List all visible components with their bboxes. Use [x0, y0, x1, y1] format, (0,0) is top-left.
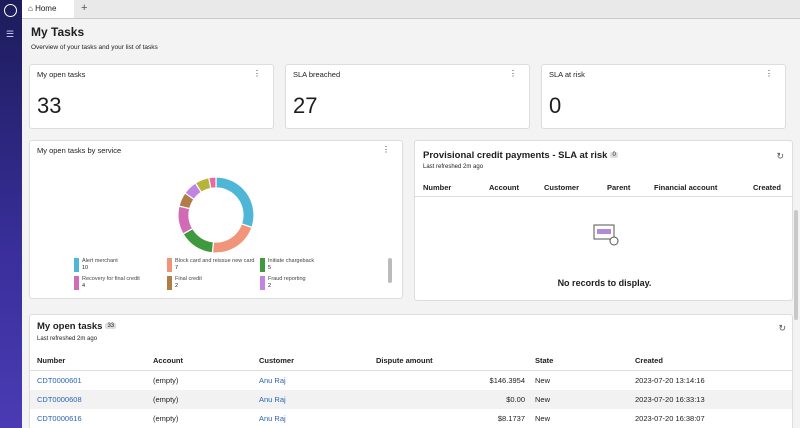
- legend-swatch: [260, 258, 265, 272]
- title-text: Provisional credit payments - SLA at ris…: [423, 150, 608, 161]
- column-header[interactable]: Financial account: [654, 183, 718, 192]
- menu-icon[interactable]: ☰: [6, 29, 15, 39]
- legend-label: Recovery for final credit: [82, 276, 140, 282]
- table-cell: New: [535, 414, 551, 423]
- stat-value: 33: [37, 93, 62, 118]
- legend-value: 5: [268, 265, 272, 271]
- link-cell[interactable]: Anu Raj: [259, 414, 286, 423]
- stat-value: 27: [293, 93, 318, 118]
- link-cell[interactable]: CDT0000601: [37, 376, 82, 385]
- table-cell: (empty): [153, 395, 179, 404]
- legend-label: Final credit: [175, 276, 202, 282]
- legend-value: 10: [82, 265, 89, 271]
- table-row: [30, 409, 792, 428]
- refreshed: Last refreshed 2m ago: [37, 336, 98, 342]
- home-tab[interactable]: ⌂ Home: [22, 0, 74, 18]
- table-cell: $8.1737: [497, 414, 525, 423]
- donut-slice[interactable]: [211, 223, 253, 254]
- page-scrollbar[interactable]: [794, 210, 798, 320]
- legend-value: 4: [82, 283, 86, 289]
- legend-value: 2: [175, 283, 179, 289]
- table-cell: (empty): [153, 376, 179, 385]
- refreshed: Last refreshed 2m ago: [423, 164, 484, 170]
- table-cell: New: [535, 376, 551, 385]
- donut-chart: [177, 176, 255, 254]
- page-subtitle: Overview of your tasks and your list of …: [31, 44, 158, 51]
- stat-label: My open tasks: [37, 70, 86, 79]
- link-cell[interactable]: Anu Raj: [259, 395, 286, 404]
- column-header[interactable]: Dispute amount: [376, 356, 433, 365]
- stat-label: SLA at risk: [549, 70, 585, 79]
- donut-slice[interactable]: [208, 176, 217, 190]
- table-cell: 2023-07-20 16:33:13: [635, 395, 705, 404]
- legend-swatch: [167, 258, 172, 272]
- count-badge: 0: [610, 152, 618, 159]
- tab-bar: ⌂ Home +: [22, 0, 800, 19]
- sidebar: ☰: [0, 0, 22, 428]
- legend-value: 2: [268, 283, 272, 289]
- title-text: My open tasks: [37, 321, 103, 332]
- new-tab[interactable]: +: [81, 2, 88, 14]
- tasks-card: My open tasks 33 Last refreshed 2m ago ↻ …: [29, 314, 793, 428]
- card-title: My open tasks by service: [37, 146, 122, 155]
- column-header[interactable]: Account: [489, 183, 519, 192]
- legend-label: Alert merchant: [82, 258, 118, 264]
- column-header[interactable]: Number: [423, 183, 452, 192]
- stat-value: 0: [549, 93, 562, 118]
- table-cell: $146.3954: [489, 376, 525, 385]
- legend-value: 7: [175, 265, 179, 271]
- page-title: My Tasks: [31, 25, 85, 39]
- legend-swatch: [260, 276, 265, 290]
- stat-card: My open tasks ⋮ 33: [29, 64, 274, 129]
- count-badge: 33: [105, 323, 117, 330]
- card-title: Provisional credit payments - SLA at ris…: [423, 150, 618, 161]
- home-logo[interactable]: [4, 4, 17, 17]
- table-cell: 2023-07-20 13:14:16: [635, 376, 705, 385]
- more-menu[interactable]: ⋮: [253, 69, 261, 78]
- legend-swatch: [167, 276, 172, 290]
- legend-swatch: [74, 258, 79, 272]
- stat-label: SLA breached: [293, 70, 341, 79]
- service-card: My open tasks by service ⋮ Alert merchan…: [29, 140, 403, 299]
- stat-card: SLA breached ⋮ 27: [285, 64, 530, 129]
- column-header[interactable]: Customer: [544, 183, 580, 192]
- scrollbar[interactable]: [388, 258, 392, 283]
- table-cell: $0.00: [506, 395, 525, 404]
- link-cell[interactable]: Anu Raj: [259, 376, 286, 385]
- tab-label: Home: [35, 4, 57, 13]
- link-cell[interactable]: CDT0000608: [37, 395, 82, 404]
- card-title: My open tasks 33: [37, 321, 117, 332]
- column-header[interactable]: Created: [635, 356, 663, 365]
- legend-label: Fraud reporting: [268, 276, 306, 282]
- donut-slice[interactable]: [177, 205, 194, 235]
- more-menu[interactable]: ⋮: [509, 69, 517, 78]
- donut-slice[interactable]: [215, 176, 255, 229]
- refresh-button[interactable]: ↻: [776, 151, 784, 161]
- legend-label: Block card and reissue new card: [175, 258, 255, 264]
- empty-icon: [593, 224, 619, 246]
- empty-message: No records to display.: [557, 278, 652, 288]
- column-header[interactable]: Created: [753, 183, 781, 192]
- donut-slice[interactable]: [182, 227, 215, 254]
- column-header[interactable]: Customer: [259, 356, 295, 365]
- refresh-button[interactable]: ↻: [778, 323, 786, 333]
- table-cell: (empty): [153, 414, 179, 423]
- column-header[interactable]: Account: [153, 356, 183, 365]
- column-header[interactable]: Number: [37, 356, 66, 365]
- more-menu[interactable]: ⋮: [382, 145, 390, 154]
- table-cell: 2023-07-20 16:38:07: [635, 414, 705, 423]
- more-menu[interactable]: ⋮: [765, 69, 773, 78]
- column-header[interactable]: State: [535, 356, 554, 365]
- header-rule: [30, 370, 792, 371]
- header-rule: [415, 196, 792, 197]
- link-cell[interactable]: CDT0000616: [37, 414, 82, 423]
- legend-label: Initiate chargeback: [268, 258, 315, 264]
- legend-swatch: [74, 276, 79, 290]
- table-cell: New: [535, 395, 551, 404]
- column-header[interactable]: Parent: [607, 183, 631, 192]
- stat-card: SLA at risk ⋮ 0: [541, 64, 786, 129]
- provisional-card: Provisional credit payments - SLA at ris…: [414, 140, 793, 301]
